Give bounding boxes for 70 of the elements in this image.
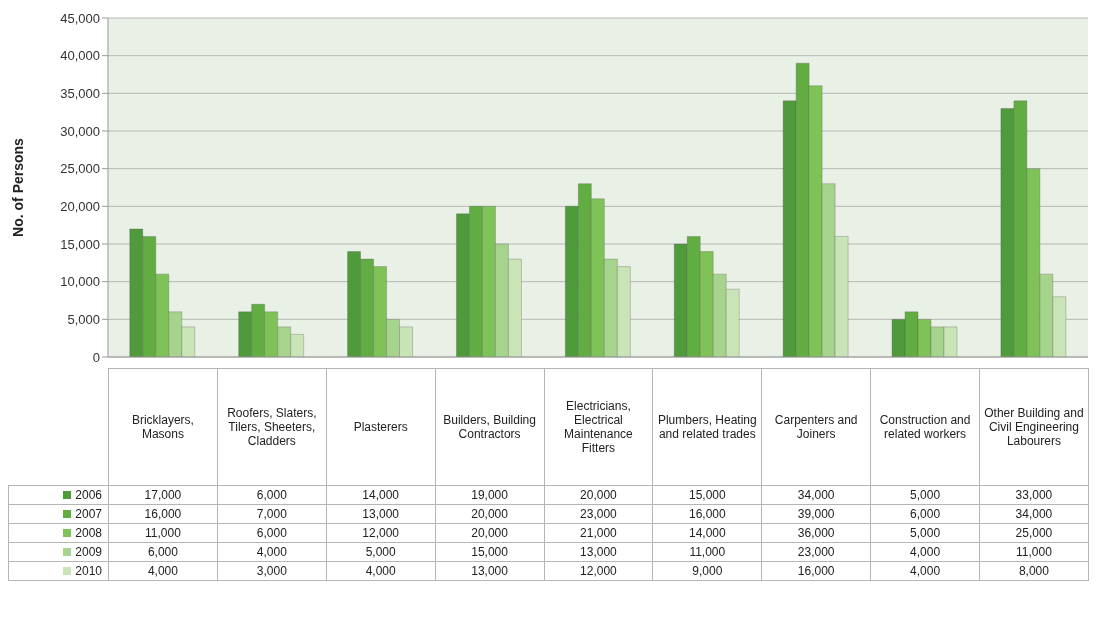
y-tick-label: 30,000 (60, 123, 100, 139)
data-label: 34,000 (761, 485, 871, 505)
x-tick-label: Electricians, Electrical Maintenance Fitters (544, 368, 653, 486)
data-label: 33,000 (979, 485, 1089, 505)
y-tick-label: 0 (92, 349, 100, 365)
data-label: 20,000 (435, 523, 544, 543)
data-label: 8,000 (979, 561, 1089, 581)
data-label: 21,000 (544, 523, 653, 543)
y-tick-label: 40,000 (60, 48, 100, 64)
x-tick-label: Bricklayers, Masons (108, 368, 218, 486)
data-label: 36,000 (761, 523, 871, 543)
data-label: 7,000 (217, 504, 327, 524)
data-label: 16,000 (108, 504, 218, 524)
y-tick-label: 10,000 (60, 274, 100, 290)
data-label: 5,000 (326, 542, 436, 562)
data-label: 16,000 (652, 504, 762, 524)
y-tick-label: 35,000 (60, 85, 100, 101)
data-label: 39,000 (761, 504, 871, 524)
x-tick-label: Roofers, Slaters, Tilers, Sheeters, Cladders (217, 368, 327, 486)
data-label: 5,000 (870, 485, 980, 505)
data-label: 13,000 (326, 504, 436, 524)
data-label: 6,000 (870, 504, 980, 524)
data-label: 15,000 (435, 542, 544, 562)
y-tick-label: 5,000 (67, 311, 100, 327)
data-label: 16,000 (761, 561, 871, 581)
data-label: 14,000 (326, 485, 436, 505)
data-label: 6,000 (217, 485, 327, 505)
x-tick-label: Carpenters and Joiners (761, 368, 871, 486)
data-label: 12,000 (326, 523, 436, 543)
data-label: 25,000 (979, 523, 1089, 543)
y-tick-label: 25,000 (60, 161, 100, 177)
data-label: 20,000 (544, 485, 653, 505)
data-label: 34,000 (979, 504, 1089, 524)
data-label: 17,000 (108, 485, 218, 505)
data-label: 6,000 (217, 523, 327, 543)
legend-label: 2008 (8, 523, 109, 543)
data-label: 13,000 (544, 542, 653, 562)
data-label: 20,000 (435, 504, 544, 524)
data-label: 4,000 (870, 542, 980, 562)
y-tick-label: 20,000 (60, 198, 100, 214)
data-label: 15,000 (652, 485, 762, 505)
y-axis-title: No. of Persons (9, 137, 26, 237)
data-label: 14,000 (652, 523, 762, 543)
legend-label: 2006 (8, 485, 109, 505)
data-label: 12,000 (544, 561, 653, 581)
data-label: 23,000 (544, 504, 653, 524)
data-label: 3,000 (217, 561, 327, 581)
x-tick-label: Plumbers, Heating and related trades (652, 368, 762, 486)
data-label: 4,000 (870, 561, 980, 581)
y-tick-label: 15,000 (60, 236, 100, 252)
data-label: 19,000 (435, 485, 544, 505)
data-label: 11,000 (652, 542, 762, 562)
data-label: 23,000 (761, 542, 871, 562)
legend-label: 2010 (8, 561, 109, 581)
x-tick-label: Builders, Building Contractors (435, 368, 544, 486)
y-tick-label: 45,000 (60, 10, 100, 26)
x-tick-label: Other Building and Civil Engineering Labourers (979, 368, 1089, 486)
data-label: 4,000 (217, 542, 327, 562)
data-label: 5,000 (870, 523, 980, 543)
data-label: 13,000 (435, 561, 544, 581)
data-label: 9,000 (652, 561, 762, 581)
data-label: 4,000 (326, 561, 436, 581)
data-label: 11,000 (979, 542, 1089, 562)
legend-label: 2009 (8, 542, 109, 562)
data-label: 6,000 (108, 542, 218, 562)
data-label: 11,000 (108, 523, 218, 543)
x-tick-label: Construction and related workers (870, 368, 980, 486)
data-label: 4,000 (108, 561, 218, 581)
x-tick-label: Plasterers (326, 368, 436, 486)
legend-label: 2007 (8, 504, 109, 524)
